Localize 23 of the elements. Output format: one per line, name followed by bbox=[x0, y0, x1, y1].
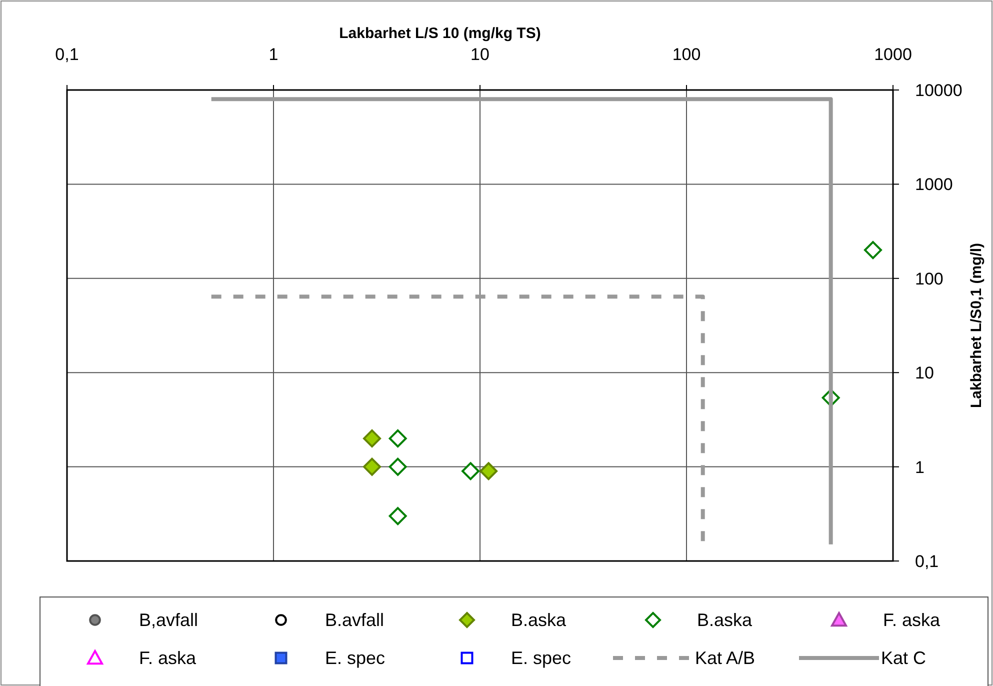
y-tick-label: 1 bbox=[915, 458, 924, 477]
x-tick-label: 1000 bbox=[874, 45, 912, 64]
legend-label: F. aska bbox=[883, 610, 942, 630]
x-tick-label: 0,1 bbox=[55, 45, 79, 64]
y-tick-label: 100 bbox=[915, 269, 944, 288]
legend-label: B.aska bbox=[511, 610, 568, 630]
x-tick-label: 10 bbox=[470, 45, 490, 64]
legend-label: B.aska bbox=[697, 610, 754, 630]
y-tick-label: 10 bbox=[915, 364, 934, 383]
x-tick-label: 100 bbox=[672, 45, 701, 64]
y-tick-label: 1000 bbox=[915, 175, 953, 194]
legend-label: Kat A/B bbox=[695, 648, 756, 668]
y-axis-title: Lakbarhet L/S0,1 (mg/l) bbox=[968, 242, 985, 408]
x-axis-title: Lakbarhet L/S 10 (mg/kg TS) bbox=[339, 25, 541, 42]
legend-label: E. spec bbox=[511, 648, 572, 668]
y-tick-label: 10000 bbox=[915, 81, 962, 100]
legend-label: E. spec bbox=[325, 648, 386, 668]
y-tick-label: 0,1 bbox=[915, 552, 939, 571]
x-tick-label: 1 bbox=[268, 45, 278, 64]
legend-label: Kat C bbox=[881, 648, 926, 668]
legend-label: B.avfall bbox=[325, 610, 384, 630]
legend-label: B,avfall bbox=[139, 610, 198, 630]
legend-label: F. aska bbox=[139, 648, 198, 668]
